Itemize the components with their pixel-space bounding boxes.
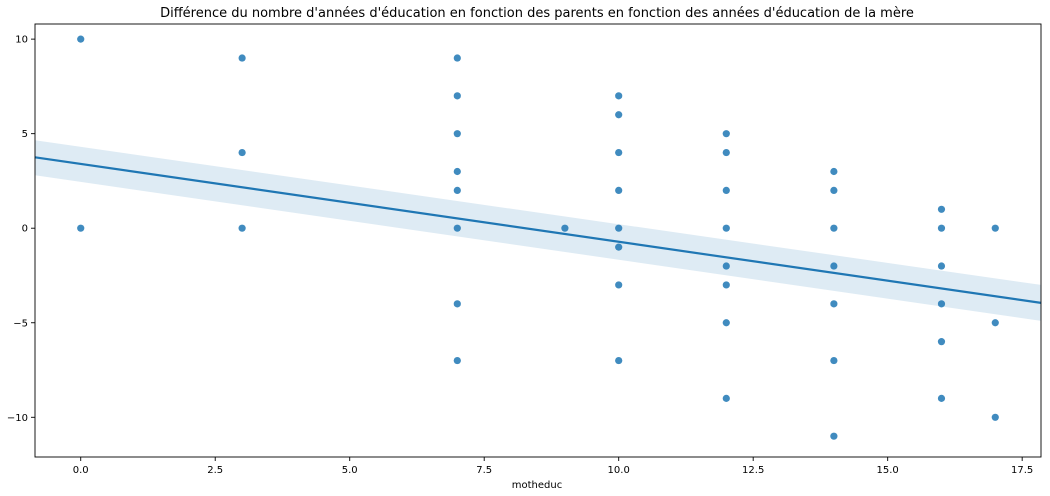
data-point-6 (453, 92, 461, 100)
regression-line-layer (34, 156, 1042, 304)
data-point-42 (937, 394, 946, 402)
data-point-35 (830, 356, 838, 365)
data-point-23 (722, 148, 730, 157)
data-point-44 (991, 319, 999, 327)
data-point-14 (615, 92, 623, 100)
data-point-30 (830, 167, 838, 176)
data-point-45 (991, 413, 999, 421)
axes-frame (34, 23, 1042, 458)
data-point-29 (722, 394, 730, 402)
data-point-12 (453, 356, 461, 365)
data-point-27 (722, 281, 730, 289)
x-tick-label-4: 10.0 (608, 465, 630, 476)
points-layer (77, 35, 999, 440)
data-point-26 (722, 262, 730, 270)
data-point-24 (722, 186, 730, 194)
data-point-43 (991, 224, 999, 232)
data-point-38 (937, 224, 946, 232)
x-axis-ticks: 0.0 2.5 5.0 7.5 10.0 12.5 15.0 17.5 (73, 457, 1033, 476)
x-tick-label-5: 12.5 (742, 465, 764, 476)
x-tick-label-6: 15.0 (877, 465, 899, 476)
data-point-20 (615, 281, 623, 289)
data-point-40 (937, 300, 946, 308)
x-tick-label-2: 5.0 (342, 465, 358, 476)
data-point-34 (830, 300, 838, 308)
data-point-11 (453, 300, 461, 308)
data-point-21 (615, 356, 623, 365)
y-tick-label-3: −5 (13, 318, 28, 329)
y-tick-label-2: 0 (22, 224, 28, 235)
data-point-32 (830, 224, 838, 232)
y-tick-label-4: −10 (7, 413, 28, 424)
data-point-25 (722, 224, 730, 232)
data-point-3 (238, 148, 246, 157)
data-point-1 (77, 224, 85, 232)
data-point-17 (615, 186, 623, 194)
data-point-16 (615, 148, 623, 157)
y-tick-label-0: 10 (15, 35, 28, 46)
regression-line (34, 156, 1042, 304)
data-point-31 (830, 186, 838, 194)
x-tick-label-7: 17.5 (1011, 465, 1033, 476)
data-point-10 (453, 224, 461, 232)
y-tick-label-1: 5 (22, 129, 28, 140)
data-point-19 (615, 243, 623, 251)
data-point-13 (561, 224, 569, 232)
y-axis-ticks: 10 5 0 −5 −10 (7, 35, 35, 424)
data-point-41 (937, 338, 946, 346)
data-point-9 (453, 186, 461, 194)
data-point-2 (238, 54, 246, 62)
data-point-22 (722, 130, 730, 138)
plot-frame (34, 23, 1042, 458)
x-tick-label-1: 2.5 (207, 465, 223, 476)
data-point-36 (830, 432, 838, 440)
chart-title: Différence du nombre d'années d'éducatio… (160, 6, 914, 21)
data-point-15 (615, 111, 623, 119)
data-point-7 (453, 130, 461, 138)
data-point-18 (615, 224, 623, 232)
data-point-33 (830, 262, 838, 270)
x-axis-label: motheduc (512, 480, 562, 491)
data-point-0 (77, 35, 85, 43)
x-tick-label-0: 0.0 (73, 465, 89, 476)
data-point-5 (453, 54, 461, 62)
data-point-8 (453, 167, 461, 176)
data-point-39 (937, 262, 946, 270)
x-tick-label-3: 7.5 (476, 465, 492, 476)
data-point-37 (937, 205, 946, 213)
data-point-4 (238, 224, 246, 232)
data-point-28 (722, 319, 730, 327)
